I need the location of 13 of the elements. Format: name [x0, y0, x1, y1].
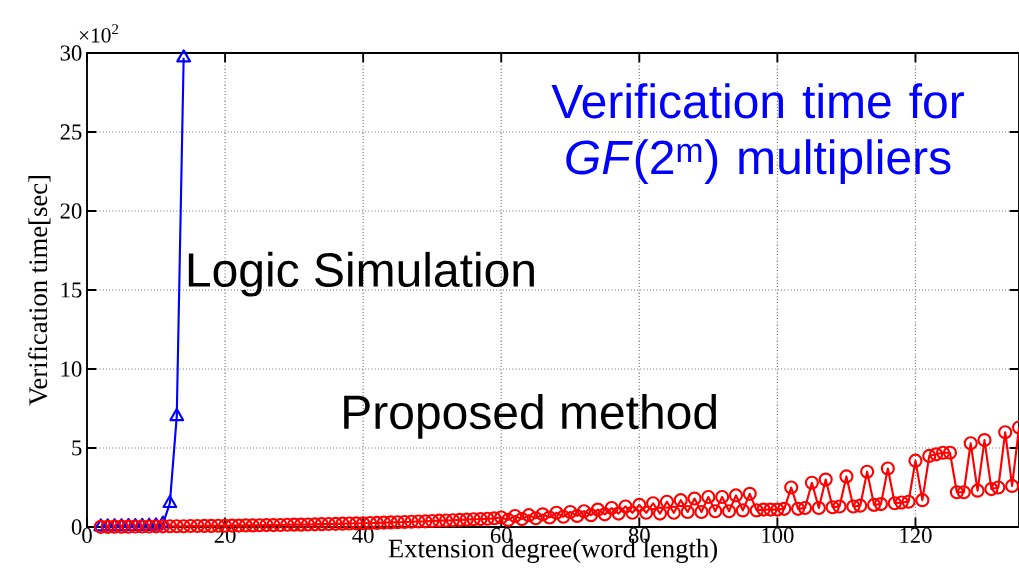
y-axis-title: Verification time[sec]	[28, 176, 51, 406]
text: Verification time for GF(2$^{m}$) multipliers	[551, 83, 964, 184]
y-tick-label: 15	[61, 282, 82, 298]
series-label: Proposed method	[344, 394, 716, 439]
y-tick-label: 30	[60, 45, 82, 61]
x-tick-label: 120	[900, 527, 932, 544]
text: ×10$^{2}$	[79, 24, 119, 43]
x-tick-label: 100	[762, 527, 794, 544]
series-label: Logic Simulation	[188, 251, 534, 297]
y-tick-label: 5	[72, 440, 82, 456]
y-tick-label: 10	[61, 361, 82, 377]
y-tick-label: 25	[60, 124, 82, 140]
y-tick-label: 20	[60, 203, 82, 219]
